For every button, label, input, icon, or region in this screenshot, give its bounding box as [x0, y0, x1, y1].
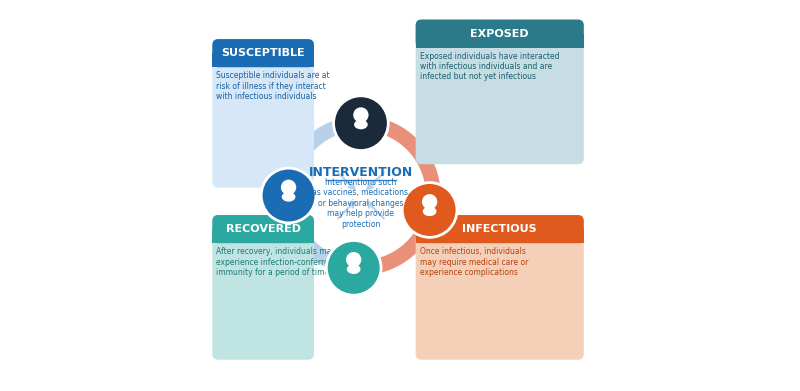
Text: After recovery, individuals may
experience infection-conferred
immunity for a pe: After recovery, individuals may experien…	[216, 247, 336, 277]
Polygon shape	[332, 265, 377, 283]
Polygon shape	[274, 167, 290, 212]
Polygon shape	[431, 179, 449, 224]
Polygon shape	[281, 188, 355, 275]
Bar	[416, 34, 584, 48]
Polygon shape	[354, 201, 440, 275]
Text: Exposed individuals have interacted
with infectious individuals and are
infected: Exposed individuals have interacted with…	[419, 52, 559, 81]
Text: INTERVENTION: INTERVENTION	[309, 165, 413, 179]
Ellipse shape	[347, 264, 361, 274]
Text: Interventions such
as vaccines, medications,
or behavioral changes
may help prov: Interventions such as vaccines, medicati…	[312, 178, 410, 229]
Text: RECOVERED: RECOVERED	[226, 224, 301, 234]
Polygon shape	[282, 116, 368, 190]
Bar	[212, 229, 314, 243]
FancyBboxPatch shape	[416, 215, 584, 360]
Text: Susceptible individuals are at
risk of illness if they interact
with infectious : Susceptible individuals are at risk of i…	[216, 71, 330, 101]
Circle shape	[354, 107, 369, 123]
Circle shape	[402, 183, 457, 237]
Circle shape	[334, 96, 388, 151]
Circle shape	[422, 194, 438, 210]
FancyBboxPatch shape	[416, 20, 584, 48]
FancyBboxPatch shape	[416, 215, 584, 243]
FancyBboxPatch shape	[212, 215, 314, 243]
Text: Once infectious, individuals
may require medical care or
experience complication: Once infectious, individuals may require…	[419, 247, 528, 277]
Bar	[212, 53, 314, 67]
Circle shape	[326, 240, 381, 295]
Circle shape	[261, 168, 316, 223]
Text: SUSCEPTIBLE: SUSCEPTIBLE	[222, 48, 305, 58]
Bar	[416, 229, 584, 243]
Ellipse shape	[282, 192, 295, 202]
Ellipse shape	[354, 120, 368, 129]
FancyBboxPatch shape	[212, 39, 314, 188]
Circle shape	[281, 179, 296, 195]
Text: EXPOSED: EXPOSED	[470, 29, 529, 39]
Polygon shape	[366, 116, 441, 203]
Ellipse shape	[422, 206, 437, 216]
FancyBboxPatch shape	[212, 39, 314, 67]
Circle shape	[346, 252, 362, 267]
FancyBboxPatch shape	[212, 215, 314, 360]
Text: INFECTIOUS: INFECTIOUS	[462, 224, 537, 234]
Polygon shape	[345, 108, 390, 126]
FancyBboxPatch shape	[416, 20, 584, 164]
